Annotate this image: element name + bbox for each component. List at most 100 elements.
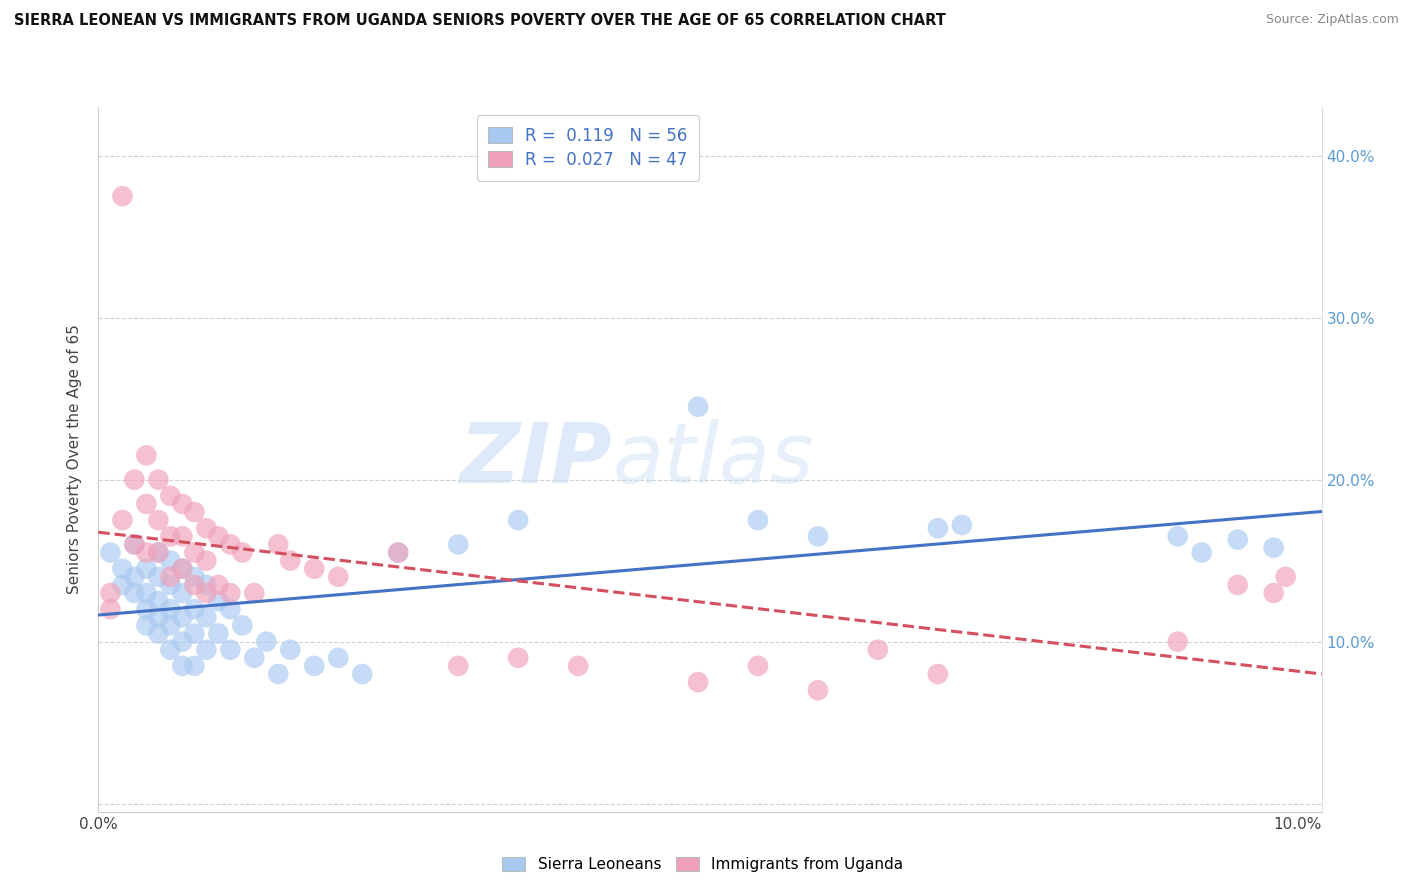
Point (172, 610, 194, 624)
Text: Source: ZipAtlas.com: Source: ZipAtlas.com (1265, 13, 1399, 27)
Point (183, 602, 205, 616)
Point (148, 610, 170, 624)
Point (159, 489, 181, 503)
Point (207, 594, 229, 608)
Point (807, 529, 830, 543)
Point (508, 650, 530, 665)
Point (183, 545, 205, 559)
Point (508, 513, 530, 527)
Legend: Sierra Leoneans, Immigrants from Uganda: Sierra Leoneans, Immigrants from Uganda (495, 849, 911, 880)
Point (148, 473, 170, 487)
Point (807, 683, 830, 698)
Point (304, 562, 326, 576)
Point (1167, 634, 1189, 648)
Point (124, 537, 146, 551)
Point (747, 659, 769, 673)
Point (254, 634, 277, 648)
Point (387, 545, 409, 559)
Point (148, 513, 170, 527)
Point (172, 634, 194, 648)
Point (219, 602, 242, 616)
Point (195, 586, 218, 600)
Point (159, 529, 181, 543)
Point (100, 586, 122, 600)
Point (159, 570, 181, 584)
Point (148, 570, 170, 584)
Point (172, 497, 194, 511)
Point (686, 675, 709, 690)
Text: SIERRA LEONEAN VS IMMIGRANTS FROM UGANDA SENIORS POVERTY OVER THE AGE OF 65 CORR: SIERRA LEONEAN VS IMMIGRANTS FROM UGANDA… (14, 13, 946, 29)
Point (135, 497, 157, 511)
Point (207, 529, 229, 543)
Point (1226, 578, 1249, 592)
Point (243, 650, 266, 665)
Legend: R =  0.119   N = 56, R =  0.027   N = 47: R = 0.119 N = 56, R = 0.027 N = 47 (477, 115, 699, 180)
Point (172, 562, 194, 576)
Point (172, 529, 194, 543)
Point (135, 618, 157, 632)
Point (124, 537, 146, 551)
Point (159, 642, 181, 657)
Point (1226, 533, 1249, 547)
Point (328, 570, 350, 584)
Point (135, 545, 157, 559)
Point (747, 513, 769, 527)
Text: atlas: atlas (612, 419, 814, 500)
Point (183, 570, 205, 584)
Point (927, 667, 949, 681)
Point (148, 594, 170, 608)
Point (159, 618, 181, 632)
Point (278, 642, 301, 657)
Point (148, 626, 170, 640)
Point (159, 602, 181, 616)
Point (111, 513, 134, 527)
Point (387, 545, 409, 559)
Point (950, 518, 973, 533)
Point (148, 545, 170, 559)
Text: ZIP: ZIP (460, 419, 612, 500)
Point (172, 586, 194, 600)
Point (927, 521, 949, 535)
Point (183, 626, 205, 640)
Point (183, 659, 205, 673)
Point (195, 610, 218, 624)
Point (195, 554, 218, 568)
Point (219, 586, 242, 600)
Point (135, 562, 157, 576)
Point (1263, 586, 1285, 600)
Point (866, 642, 889, 657)
Point (447, 537, 470, 551)
Point (124, 586, 146, 600)
Point (1263, 541, 1285, 555)
Point (135, 602, 157, 616)
Point (1167, 529, 1189, 543)
Point (172, 659, 194, 673)
Point (172, 562, 194, 576)
Point (100, 545, 122, 559)
Point (195, 642, 218, 657)
Point (183, 578, 205, 592)
Point (207, 626, 229, 640)
Point (148, 545, 170, 559)
Point (100, 602, 122, 616)
Y-axis label: Seniors Poverty Over the Age of 65: Seniors Poverty Over the Age of 65 (67, 325, 83, 594)
Point (278, 554, 301, 568)
Point (219, 642, 242, 657)
Point (1274, 570, 1296, 584)
Point (135, 586, 157, 600)
Point (447, 659, 470, 673)
Point (195, 521, 218, 535)
Point (304, 659, 326, 673)
Point (124, 570, 146, 584)
Point (352, 667, 374, 681)
Point (111, 578, 134, 592)
Point (686, 400, 709, 414)
Point (1191, 545, 1213, 559)
Point (111, 189, 134, 203)
Point (111, 562, 134, 576)
Point (243, 586, 266, 600)
Point (567, 659, 589, 673)
Point (183, 505, 205, 519)
Point (124, 473, 146, 487)
Point (195, 578, 218, 592)
